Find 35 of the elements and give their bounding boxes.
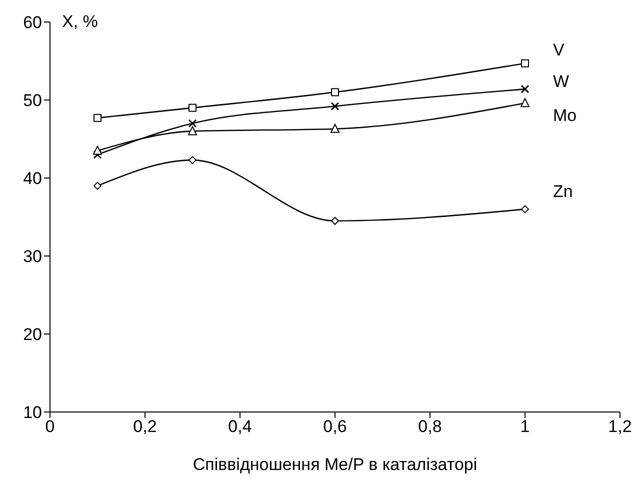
x-tick-label: 0,8	[418, 417, 442, 436]
point	[188, 126, 197, 136]
point	[331, 216, 339, 225]
x-tick-label: 0,4	[228, 417, 252, 436]
point	[521, 59, 529, 68]
point	[188, 156, 196, 164]
x-tick-label: 0,6	[323, 417, 347, 436]
point	[94, 114, 102, 122]
point	[93, 146, 102, 155]
point	[521, 205, 529, 214]
point	[520, 84, 530, 94]
series-label: W	[553, 72, 570, 92]
y-tick-label: 40	[23, 169, 42, 188]
point	[188, 104, 196, 112]
point	[330, 102, 340, 110]
y-axis-title: X, %	[62, 12, 98, 31]
series-label: Mo	[553, 106, 577, 126]
x-tick-label: 1	[520, 417, 530, 436]
x-tick-label: 0	[45, 417, 55, 436]
x-axis-title: Співвідношення Me/P в каталізаторі	[192, 455, 478, 474]
series-label: V	[553, 40, 565, 60]
x-tick-label: 1,2	[608, 417, 632, 436]
y-tick-label: 30	[23, 247, 42, 266]
point	[93, 150, 102, 159]
y-tick-label: 60	[23, 13, 42, 32]
y-tick-label: 20	[23, 325, 42, 344]
point	[520, 98, 530, 108]
point	[331, 88, 339, 96]
y-tick-label: 50	[23, 91, 42, 110]
x-tick-label: 0,2	[133, 417, 157, 436]
point	[330, 124, 340, 133]
y-tick-label: 10	[23, 403, 42, 422]
point	[94, 182, 102, 190]
series-label: Zn	[553, 182, 573, 202]
point	[188, 119, 197, 128]
